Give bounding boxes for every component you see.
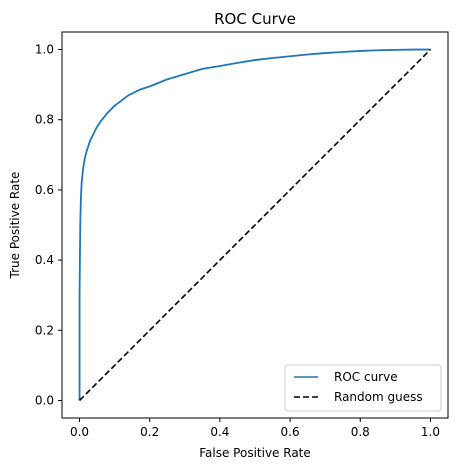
x-tick-label: 1.0 — [421, 425, 440, 439]
y-axis-label: True Positive Rate — [8, 172, 22, 280]
chart-title: ROC Curve — [214, 10, 296, 28]
y-tick-label: 0.2 — [35, 323, 54, 337]
y-tick-label: 0.6 — [35, 183, 54, 197]
x-axis-label: False Positive Rate — [199, 446, 311, 460]
y-tick-label: 1.0 — [35, 43, 54, 57]
legend: ROC curve Random guess — [284, 364, 442, 412]
x-tick-label: 0.6 — [281, 425, 300, 439]
x-tick-label: 0.8 — [351, 425, 370, 439]
random-guess-line — [78, 48, 432, 402]
x-tick-label: 0.4 — [210, 425, 229, 439]
series-layer — [78, 48, 432, 402]
y-tick-label: 0.0 — [35, 393, 54, 407]
plot-frame — [61, 31, 449, 419]
roc-curve-line — [78, 48, 431, 401]
y-tick-label: 0.4 — [35, 253, 54, 267]
y-tick-label: 0.8 — [35, 113, 54, 127]
ticks-layer: 0.0 0.2 0.4 0.6 0.8 1.0 0.0 0.2 0.4 0.6 0.8 1.0 — [35, 43, 440, 439]
x-tick-label: 0.2 — [140, 425, 159, 439]
legend-box — [284, 364, 442, 412]
legend-label-random: Random guess — [334, 390, 423, 404]
x-tick-label: 0.0 — [70, 425, 89, 439]
legend-label-roc: ROC curve — [334, 370, 398, 384]
